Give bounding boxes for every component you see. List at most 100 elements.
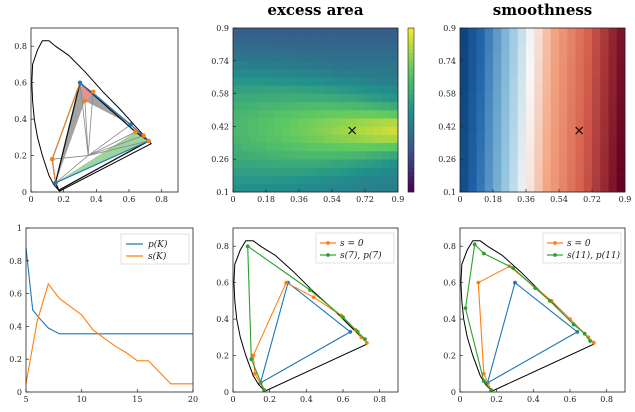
- colorbar-cell: [408, 134, 414, 139]
- heatmap-cell: [493, 93, 502, 103]
- heatmap-cell: [233, 77, 242, 86]
- heatmap-cell: [559, 175, 568, 185]
- colorbar-cell: [408, 77, 414, 82]
- heatmap-cell: [509, 167, 519, 176]
- heatmap-cell: [282, 28, 292, 37]
- data-point: [251, 353, 256, 358]
- heatmap-cell: [542, 44, 552, 53]
- heatmap-cell: [468, 134, 477, 144]
- heatmap-cell: [600, 175, 609, 185]
- heatmap-cell: [616, 175, 626, 185]
- heatmap-cell: [332, 175, 341, 185]
- heatmap-cell: [484, 77, 494, 86]
- heatmap-cell: [468, 69, 477, 78]
- heatmap-cell: [356, 183, 366, 193]
- heatmap-cell: [476, 36, 486, 45]
- heatmap-cell: [381, 44, 391, 53]
- heatmap-cell: [592, 134, 601, 144]
- heatmap-cell: [493, 77, 502, 86]
- heatmap-cell: [282, 126, 292, 135]
- heatmap-cell: [348, 118, 358, 127]
- heatmap-cell: [323, 52, 333, 62]
- heatmap-cell: [484, 60, 494, 70]
- heatmap-cell: [526, 151, 535, 160]
- heatmap-cell: [526, 52, 535, 62]
- heatmap-cell: [266, 28, 275, 37]
- heatmap-cell: [274, 52, 283, 62]
- heatmap-cell: [575, 36, 585, 45]
- heatmap-cell: [356, 151, 366, 160]
- legend-label: s = 0: [567, 239, 591, 249]
- heatmap-cell: [365, 142, 374, 152]
- heatmap-cell: [249, 110, 259, 119]
- heatmap-cell: [356, 44, 366, 53]
- heatmap-cell: [493, 28, 502, 37]
- heatmap-cell: [356, 126, 366, 135]
- heatmap-cell: [600, 142, 609, 152]
- heatmap-cell: [290, 159, 300, 168]
- optimum-marker: [575, 126, 584, 135]
- colorbar-cell: [408, 97, 414, 103]
- y-tick-label: 0.74: [211, 57, 229, 66]
- heatmap-cell: [493, 36, 502, 45]
- region-fill: [84, 91, 131, 125]
- data-point: [355, 329, 360, 334]
- y-tick-label: 0.26: [438, 155, 456, 164]
- heatmap-cell: [381, 36, 391, 45]
- heatmap-cell: [493, 126, 502, 135]
- heatmap-cell: [241, 69, 250, 78]
- heatmap-cell: [501, 110, 510, 119]
- heatmap-cell: [307, 118, 316, 127]
- heatmap-cell: [567, 126, 576, 135]
- heatmap-cell: [299, 77, 308, 86]
- heatmap-cell: [233, 85, 242, 94]
- heatmap-cell: [266, 159, 275, 168]
- heatmap-cell: [315, 167, 325, 176]
- heatmap-cell: [501, 52, 510, 62]
- heatmap-cell: [550, 175, 560, 185]
- heatmap-cell: [356, 69, 366, 78]
- heatmap-cell: [241, 118, 250, 127]
- heatmap-cell: [484, 126, 494, 135]
- heatmap-cell: [542, 142, 552, 152]
- heatmap-cell: [583, 142, 593, 152]
- heatmap-cell: [241, 36, 250, 45]
- heatmap-cell: [340, 134, 349, 144]
- heatmap-cell: [484, 44, 494, 53]
- colorbar-cell: [408, 110, 414, 115]
- heatmap-cell: [616, 36, 626, 45]
- heatmap-cell: [348, 167, 358, 176]
- heatmap-cell: [307, 60, 316, 70]
- heatmap-cell: [290, 175, 300, 185]
- data-point: [249, 357, 254, 362]
- heatmap-cell: [257, 44, 267, 53]
- heatmap-cell: [468, 36, 477, 45]
- heatmap-cell: [249, 93, 259, 103]
- heatmap-cell: [340, 151, 349, 160]
- heatmap-cell: [592, 52, 601, 62]
- heatmap-cell: [600, 85, 609, 94]
- colorbar-cell: [408, 130, 414, 135]
- colorbar-cell: [408, 179, 414, 185]
- heatmap-cell: [323, 118, 333, 127]
- heatmap-cell: [266, 44, 275, 53]
- heatmap-cell: [299, 44, 308, 53]
- heatmap-cell: [266, 36, 275, 45]
- heatmap-cell: [460, 60, 469, 70]
- heatmap-cell: [476, 77, 486, 86]
- heatmap-cell: [323, 85, 333, 94]
- y-tick-label: 0.6: [216, 279, 229, 288]
- heatmap-cell: [340, 36, 349, 45]
- heatmap-cell: [517, 118, 527, 127]
- heatmap-cell: [583, 36, 593, 45]
- heatmap-cell: [249, 151, 259, 160]
- heatmap-cell: [241, 85, 250, 94]
- heatmap-cell: [468, 101, 477, 111]
- heatmap-cell: [468, 52, 477, 62]
- heatmap-cell: [233, 159, 242, 168]
- heatmap-cell: [608, 28, 618, 37]
- heatmap-cell: [348, 151, 358, 160]
- heatmap-cell: [559, 36, 568, 45]
- heatmap-cell: [332, 134, 341, 144]
- heatmap-cell: [233, 28, 242, 37]
